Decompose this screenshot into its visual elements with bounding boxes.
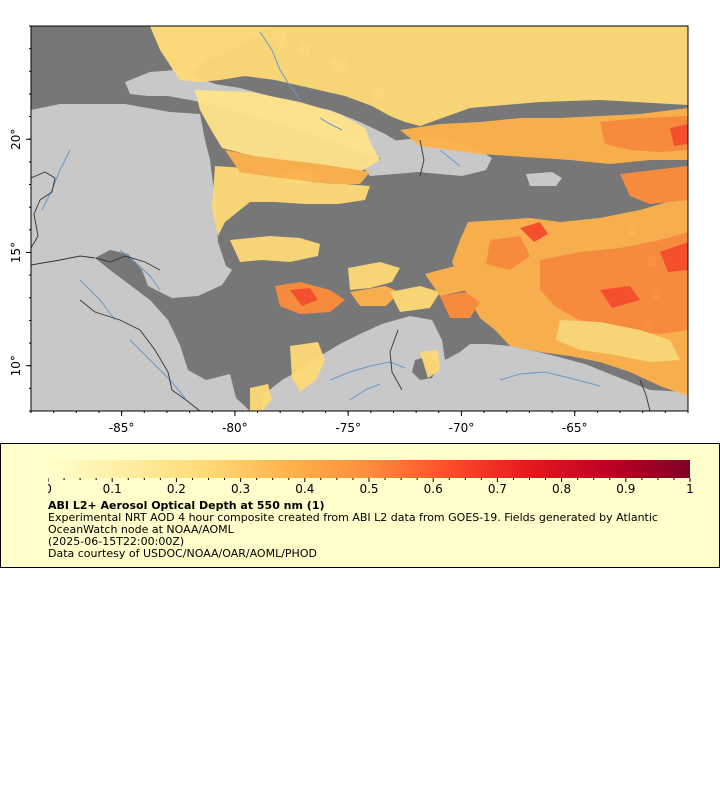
legend-description: Experimental NRT AOD 4 hour composite cr… — [48, 511, 658, 536]
lon-tick-label: -85° — [109, 421, 135, 435]
colorbar-tick-label: 0.3 — [231, 482, 250, 496]
land-puerto-rico — [526, 172, 562, 186]
lat-tick-label: 10° — [9, 355, 23, 376]
colorbar-tick-label: 0.1 — [103, 482, 122, 496]
legend-time: (2025-06-15T22:00:00Z) — [48, 535, 185, 548]
lon-tick-label: -80° — [222, 421, 248, 435]
colorbar: 0 0.1 0.2 0.3 0.4 0.5 0.6 0.7 0.8 0.9 1 — [48, 460, 694, 496]
lon-tick-label: -75° — [335, 421, 361, 435]
country-borders — [31, 139, 651, 411]
colorbar-tick-label: 0.9 — [616, 482, 635, 496]
colorbar-tick-label: 0 — [48, 482, 52, 496]
legend-title: ABI L2+ Aerosol Optical Depth at 550 nm … — [48, 499, 325, 512]
colorbar-ticks: 0 0.1 0.2 0.3 0.4 0.5 0.6 0.7 0.8 0.9 1 — [48, 478, 694, 496]
colorbar-tick-label: 0.8 — [552, 482, 571, 496]
legend: 0 0.1 0.2 0.3 0.4 0.5 0.6 0.7 0.8 0.9 1 ABI L2+ Ae… — [0, 443, 720, 568]
lon-tick-label: -70° — [449, 421, 475, 435]
colorbar-tick-label: 0.4 — [295, 482, 314, 496]
map-frame — [30, 25, 689, 412]
aod-layer — [150, 26, 688, 411]
colorbar-tick-label: 0.5 — [359, 482, 378, 496]
legend-credit: Data courtesy of USDOC/NOAA/OAR/AOML/PHO… — [48, 547, 317, 560]
colorbar-tick-label: 0.2 — [167, 482, 186, 496]
land-south-america — [262, 316, 688, 411]
lat-tick-label: 20° — [9, 129, 23, 150]
map-area: -85° -80° -75° -70° -65° 20° 15° 10° — [9, 25, 689, 435]
legend-text: ABI L2+ Aerosol Optical Depth at 550 nm … — [48, 500, 698, 560]
colorbar-tick-label: 0.7 — [488, 482, 507, 496]
lon-tick-label: -65° — [562, 421, 588, 435]
lat-tick-label: 15° — [9, 242, 23, 263]
map-svg: -85° -80° -75° -70° -65° 20° 15° 10° — [9, 25, 689, 435]
land-central-america — [31, 104, 250, 411]
rivers — [41, 31, 601, 401]
colorbar-tick-label: 0.6 — [424, 482, 443, 496]
colorbar-tick-label: 1 — [686, 482, 694, 496]
colorbar-gradient — [48, 460, 690, 478]
longitude-ticks: -85° -80° -75° -70° -65° — [30, 411, 689, 435]
latitude-ticks: 20° 15° 10° — [9, 25, 31, 412]
